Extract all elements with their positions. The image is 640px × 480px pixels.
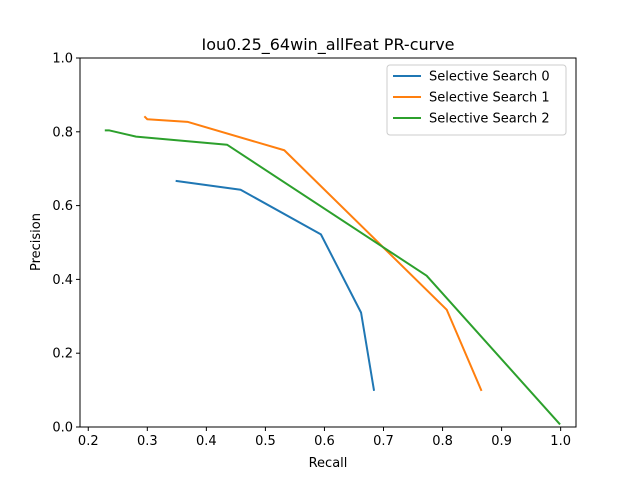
y-tick-label: 0.6 — [52, 199, 73, 214]
series-line-0 — [175, 179, 376, 392]
plot-area: 0.2 0.3 0.4 0.5 0.6 0.7 0.8 0.9 1.0 0.0 0.2 0.4 0.6 0… — [52, 52, 577, 449]
legend-label-1: Selective Search 1 — [429, 91, 550, 106]
series-line-1 — [143, 115, 483, 392]
legend-box — [386, 64, 567, 136]
x-tick-label: 1.0 — [550, 434, 571, 449]
y-tick-label: 0.0 — [52, 421, 73, 436]
legend-label-0: Selective Search 0 — [429, 70, 550, 85]
y-tick-label: 0.4 — [52, 273, 73, 288]
x-axis-label: Recall — [309, 456, 348, 471]
axes-frame — [79, 57, 577, 428]
x-tick-label: 0.2 — [78, 434, 99, 449]
x-tick-label: 0.7 — [373, 434, 394, 449]
legend-label-2: Selective Search 2 — [429, 112, 550, 127]
y-tick-label: 0.8 — [52, 125, 73, 140]
legend: Selective Search 0 Selective Search 1 Sele… — [386, 64, 567, 136]
x-tick-label: 0.4 — [196, 434, 217, 449]
x-tick-label: 0.6 — [314, 434, 335, 449]
y-tick-label: 0.2 — [52, 347, 73, 362]
y-tick-label: 1.0 — [52, 52, 73, 67]
x-tick-label: 0.3 — [137, 434, 158, 449]
y-axis-label: Precision — [29, 213, 44, 271]
series-line-2 — [104, 129, 561, 426]
x-tick-label: 0.8 — [432, 434, 453, 449]
x-tick-label: 0.5 — [255, 434, 276, 449]
x-tick-label: 0.9 — [491, 434, 512, 449]
chart-title: Iou0.25_64win_allFeat PR-curve — [201, 35, 454, 55]
